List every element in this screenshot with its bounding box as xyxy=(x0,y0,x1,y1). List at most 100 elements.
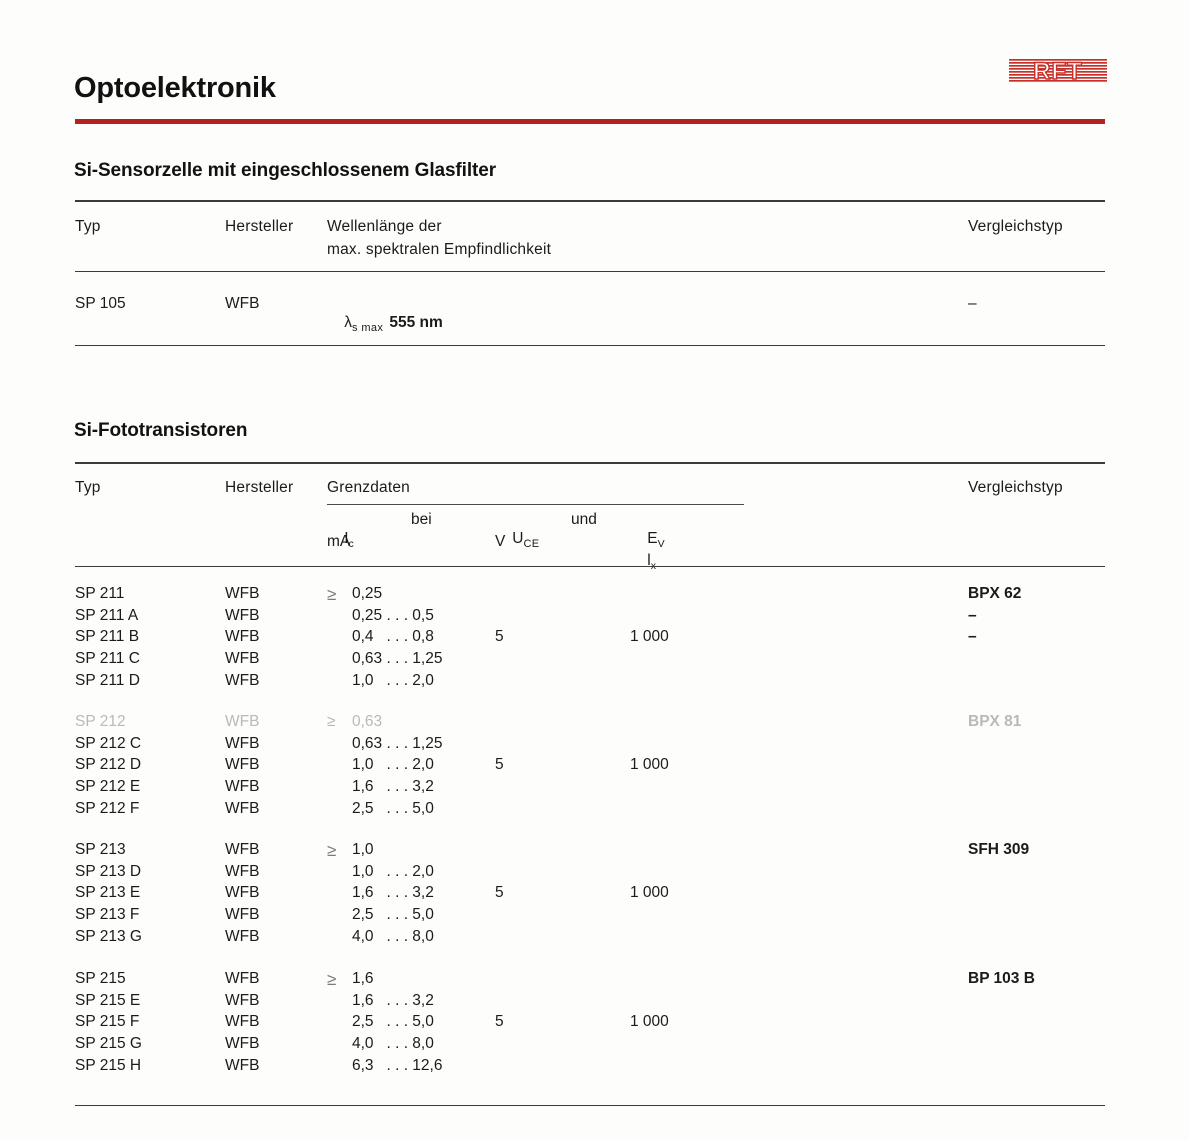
table-row-ev-value: 1 000 xyxy=(630,756,669,774)
table-row-ev-value: 1 000 xyxy=(630,628,669,646)
sec2-top-rule xyxy=(75,462,1105,464)
table-row-hersteller: WFB xyxy=(225,628,260,646)
rft-logo: RFT RFT xyxy=(1009,57,1107,86)
table-row-value: 1,0 . . . 2,0 xyxy=(352,671,434,689)
lambda-subscript: s max xyxy=(351,321,384,334)
table-row-ev-value: 1 000 xyxy=(630,1013,669,1031)
grenzdaten-underline xyxy=(327,504,744,505)
sec2-subheader-bei: bei xyxy=(411,511,432,528)
table-row-uce-value: 5 xyxy=(495,756,504,774)
table-row-typ: SP 213 xyxy=(75,841,126,858)
sec1-header-param-line1: Wellenlänge der xyxy=(327,218,442,235)
sec1-header-param-line2: max. spektralen Empfindlichkeit xyxy=(327,241,552,258)
sec1-row-hersteller: WFB xyxy=(225,295,260,312)
table-row-ge-symbol: ≥ xyxy=(327,713,336,730)
table-row-value: 1,0 xyxy=(352,841,374,858)
sec1-top-rule xyxy=(75,200,1105,202)
sec2-subheader-ev-unit: lx xyxy=(630,533,656,591)
table-row-value: 0,4 . . . 0,8 xyxy=(352,628,434,646)
sec1-row-vergleichstyp: – xyxy=(968,295,977,312)
table-row-typ: SP 215 G xyxy=(75,1035,142,1053)
table-row-value: 1,0 . . . 2,0 xyxy=(352,756,434,774)
lambda-symbol: λ xyxy=(344,313,352,331)
lx-subscript: x xyxy=(651,560,657,572)
table-row-typ: SP 211 D xyxy=(75,671,140,689)
table-row-typ: SP 211 C xyxy=(75,650,140,668)
sec1-header-hersteller: Hersteller xyxy=(225,218,294,235)
table-row-ge-symbol: ≥ xyxy=(327,970,337,989)
table-row-vergleichstyp: – xyxy=(968,628,977,646)
sec1-header-typ: Typ xyxy=(75,218,101,235)
table-row-vergleichstyp: BP 103 B xyxy=(968,970,1035,987)
table-row-typ: SP 212 xyxy=(75,713,126,730)
table-row-value: 0,63 xyxy=(352,713,383,730)
table-row-hersteller: WFB xyxy=(225,713,260,730)
table-row-typ: SP 215 F xyxy=(75,1013,140,1031)
table-row-value: 0,25 . . . 0,5 xyxy=(352,606,434,624)
table-row-hersteller: WFB xyxy=(225,906,260,924)
table-row-value: 0,63 . . . 1,25 xyxy=(352,734,443,752)
table-row-uce-value: 5 xyxy=(495,628,504,646)
ic-symbol: I xyxy=(344,529,349,547)
table-row-vergleichstyp: BPX 81 xyxy=(968,713,1022,730)
table-row-hersteller: WFB xyxy=(225,927,260,945)
table-row-vergleichstyp: BPX 62 xyxy=(968,585,1022,602)
table-row-value: 6,3 . . . 12,6 xyxy=(352,1056,443,1074)
table-row-uce-value: 5 xyxy=(495,1013,504,1031)
table-row-typ: SP 212 C xyxy=(75,734,142,752)
sec2-header-vergleichstyp: Vergleichstyp xyxy=(968,479,1063,496)
table-row-hersteller: WFB xyxy=(225,1056,260,1074)
table-row-ge-symbol: ≥ xyxy=(327,841,337,860)
lx-symbol: l xyxy=(647,551,651,569)
sec2-subheader-uce-unit: V xyxy=(495,533,506,550)
sec2-subheader-ev: EV xyxy=(630,511,665,569)
sec2-header-typ: Typ xyxy=(75,479,101,496)
ic-subscript: c xyxy=(348,537,355,550)
table-row-vergleichstyp: SFH 309 xyxy=(968,841,1030,858)
sec1-bottom-rule xyxy=(75,345,1105,346)
table-row-hersteller: WFB xyxy=(225,841,260,858)
table-row-value: 0,25 xyxy=(352,585,383,602)
table-row-value: 2,5 . . . 5,0 xyxy=(352,799,434,817)
sec1-header-rule xyxy=(75,271,1105,272)
table-row-uce-value: 5 xyxy=(495,884,504,902)
table-row-value: 4,0 . . . 8,0 xyxy=(352,927,434,945)
sec2-header-hersteller: Hersteller xyxy=(225,479,294,496)
table-row-value: 1,6 . . . 3,2 xyxy=(352,884,434,902)
table-row-typ: SP 213 E xyxy=(75,884,141,902)
table-row-typ: SP 212 D xyxy=(75,756,142,774)
table-row-typ: SP 212 F xyxy=(75,799,140,817)
table-row-hersteller: WFB xyxy=(225,862,260,880)
svg-text:RFT: RFT xyxy=(1033,58,1083,85)
table-row-hersteller: WFB xyxy=(225,970,260,987)
table-row-typ: SP 212 E xyxy=(75,778,141,796)
table-row-ev-value: 1 000 xyxy=(630,884,669,902)
sec1-row-wavelength: λs max 555 nm xyxy=(327,295,443,353)
sec2-header-rule xyxy=(75,566,1105,567)
sec2-header-grenzdaten: Grenzdaten xyxy=(327,479,410,496)
table-row-typ: SP 211 xyxy=(75,585,125,602)
section-title-sensorzelle: Si-Sensorzelle mit eingeschlossenem Glas… xyxy=(74,160,497,181)
table-row-vergleichstyp: – xyxy=(968,606,977,624)
uce-symbol: U xyxy=(512,529,524,547)
sec2-subheader-und: und xyxy=(571,511,597,528)
table-row-hersteller: WFB xyxy=(225,1013,260,1031)
table-row-typ: SP 215 xyxy=(75,970,126,987)
table-row-hersteller: WFB xyxy=(225,1035,260,1053)
table-row-hersteller: WFB xyxy=(225,585,260,602)
table-row-hersteller: WFB xyxy=(225,778,260,796)
table-row-value: 2,5 . . . 5,0 xyxy=(352,1013,434,1031)
sec2-subheader-uce: UCE xyxy=(495,511,540,569)
table-row-value: 1,6 xyxy=(352,970,374,987)
table-row-value: 1,6 . . . 3,2 xyxy=(352,778,434,796)
table-row-hersteller: WFB xyxy=(225,799,260,817)
sec1-header-vergleichstyp: Vergleichstyp xyxy=(968,218,1063,235)
title-accent-rule xyxy=(75,119,1105,124)
ev-subscript: V xyxy=(657,537,665,550)
sec2-subheader-ic: Ic xyxy=(327,511,354,569)
table-row-typ: SP 213 D xyxy=(75,862,142,880)
sec2-subheader-ic-unit: mA xyxy=(327,533,351,550)
table-row-typ: SP 211 A xyxy=(75,606,139,624)
table-row-value: 0,63 . . . 1,25 xyxy=(352,650,443,668)
